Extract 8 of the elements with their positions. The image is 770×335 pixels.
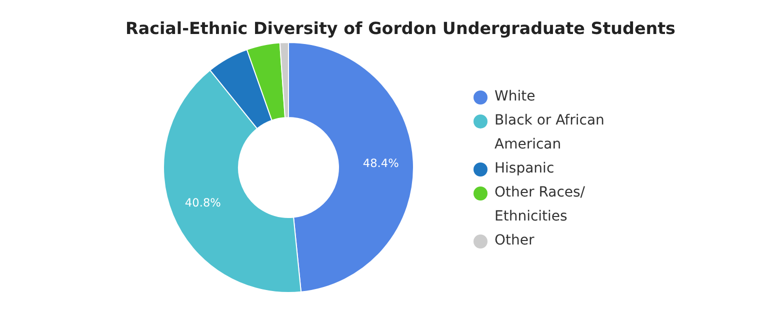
data-label: 48.4% — [362, 156, 400, 170]
data-label: 40.8% — [184, 196, 222, 210]
legend-label: Black or African American — [494, 112, 604, 152]
legend-label: White — [494, 88, 536, 104]
chart-title: Racial-Ethnic Diversity of Gordon Undergraduate Students — [126, 19, 676, 38]
legend-label: Hispanic — [494, 160, 554, 176]
legend-label: Other Races/ Ethnicities — [494, 184, 586, 224]
legend-label: Other — [494, 232, 534, 248]
